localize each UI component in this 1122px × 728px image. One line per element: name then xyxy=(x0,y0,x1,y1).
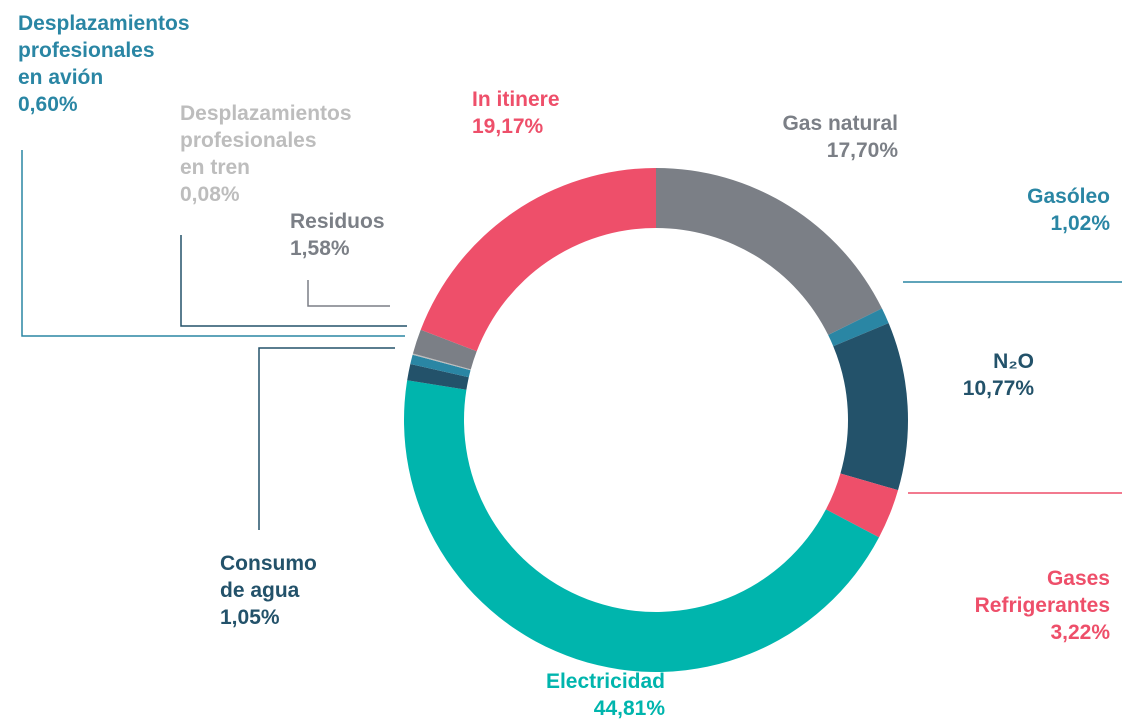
leader-lines xyxy=(21,150,1122,530)
segment-label: Consumo de agua 1,05% xyxy=(220,550,317,631)
leader-line xyxy=(21,150,405,337)
value-label: 17,70% xyxy=(826,139,898,162)
leader-line xyxy=(307,280,390,307)
category-label: Gas natural xyxy=(782,112,898,135)
value-label: 0,60% xyxy=(18,93,78,116)
donut-segment xyxy=(407,363,469,390)
category-label: Residuos xyxy=(290,210,385,233)
category-label: N₂O xyxy=(993,350,1034,373)
segment-label: Desplazamientos profesionales en tren 0,0… xyxy=(180,100,352,208)
value-label: 19,17% xyxy=(472,115,544,138)
category-label: Desplazamientos profesionales en tren xyxy=(180,102,352,179)
segment-label: Residuos 1,58% xyxy=(290,208,385,262)
value-label: 0,08% xyxy=(180,183,240,206)
segment-label: In itinere 19,17% xyxy=(472,86,560,140)
category-label: Desplazamientos profesionales en avión xyxy=(18,12,190,89)
donut-segment xyxy=(420,168,656,352)
category-label: Consumo de agua xyxy=(220,552,317,602)
leader-line xyxy=(180,235,407,327)
donut-segment xyxy=(412,329,477,370)
category-label: Electricidad xyxy=(545,670,665,693)
value-label: 44,81% xyxy=(593,697,665,720)
value-label: 1,05% xyxy=(220,606,280,629)
value-label: 1,02% xyxy=(1050,212,1110,235)
donut-segment xyxy=(412,353,471,371)
donut-segment xyxy=(825,473,899,538)
segment-label: Electricidad 44,81% xyxy=(546,668,665,722)
donut-segment xyxy=(833,323,908,491)
segment-label: Gasóleo 1,02% xyxy=(1027,183,1110,237)
segment-label: Gases Refrigerantes 3,22% xyxy=(975,565,1110,646)
leader-line xyxy=(258,347,395,530)
segment-label: N₂O 10,77% xyxy=(963,348,1034,402)
donut-segment xyxy=(404,380,880,673)
donut-segment xyxy=(656,168,882,335)
segment-label: Gas natural 17,70% xyxy=(782,110,898,164)
value-label: 3,22% xyxy=(1050,621,1110,644)
donut-segment xyxy=(410,354,471,378)
category-label: Gases Refrigerantes xyxy=(974,567,1110,617)
value-label: 1,58% xyxy=(290,237,350,260)
category-label: Gasóleo xyxy=(1027,185,1110,208)
category-label: In itinere xyxy=(472,88,560,111)
donut-segment xyxy=(828,308,889,347)
segment-label: Desplazamientos profesionales en avión 0,… xyxy=(18,10,190,118)
value-label: 10,77% xyxy=(962,377,1034,400)
